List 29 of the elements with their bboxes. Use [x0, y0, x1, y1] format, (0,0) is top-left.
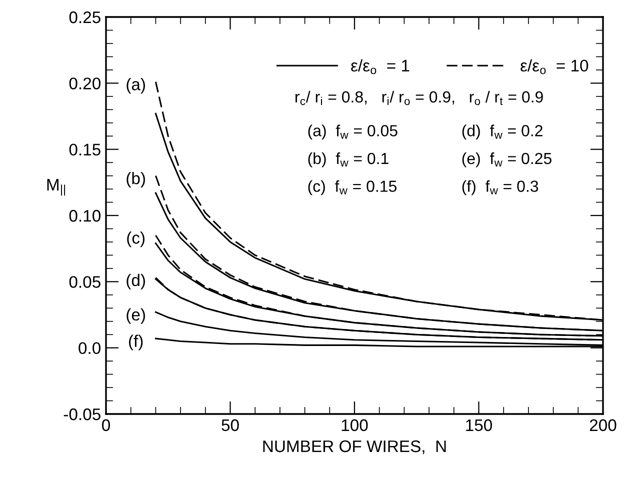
y-tick-label: 0.0	[78, 342, 100, 354]
annotation: (d)	[126, 274, 145, 290]
x-axis-title: NUMBER OF WIRES, N	[263, 440, 446, 454]
annotation: (b) f$_{w}$ = 0.1	[308, 152, 388, 168]
y-tick-label: 0.10	[69, 210, 100, 222]
y-tick-label: 0.15	[69, 144, 100, 156]
x-tick-label: 150	[466, 419, 492, 432]
annotation: (d) f$_{w}$ = 0.2	[462, 124, 542, 140]
y-tick-label: -0.05	[64, 408, 100, 420]
x-tick-label: 50	[222, 419, 239, 432]
annotation: (f)	[128, 334, 143, 350]
x-tick-label: 100	[342, 419, 368, 432]
annotation: (e)	[126, 308, 145, 324]
y-tick-label: 0.05	[69, 276, 100, 288]
annotation: (e) f$_{w}$ = 0.25	[462, 152, 552, 168]
legend-label: ε/ε$_{o}$ = 1	[351, 59, 410, 74]
annotation: (c)	[127, 232, 145, 248]
y-axis-title: M$_{||}$	[47, 178, 66, 196]
annotation: (a) f$_{w}$ = 0.05	[308, 124, 398, 140]
x-tick-label: 200	[590, 419, 616, 432]
text: r$_{c}$/ r$_{i}$ = 0.8, r$_{i}$/ r$_{o}$ = 0.9, r$_{o}$ / r$_{t}$ = 0.9	[296, 90, 543, 106]
annotation: (c) f$_{w}$ = 0.15	[308, 180, 396, 196]
annotation: (f) f$_{w}$ = 0.3	[462, 180, 538, 196]
legend-label: ε/ε$_{o}$ = 10	[520, 59, 588, 74]
y-tick-label: 0.25	[69, 11, 100, 24]
x-tick-label: 0	[102, 419, 110, 432]
annotation: (a)	[126, 78, 145, 94]
annotation: (b)	[126, 172, 145, 188]
y-tick-label: 0.20	[69, 78, 100, 90]
